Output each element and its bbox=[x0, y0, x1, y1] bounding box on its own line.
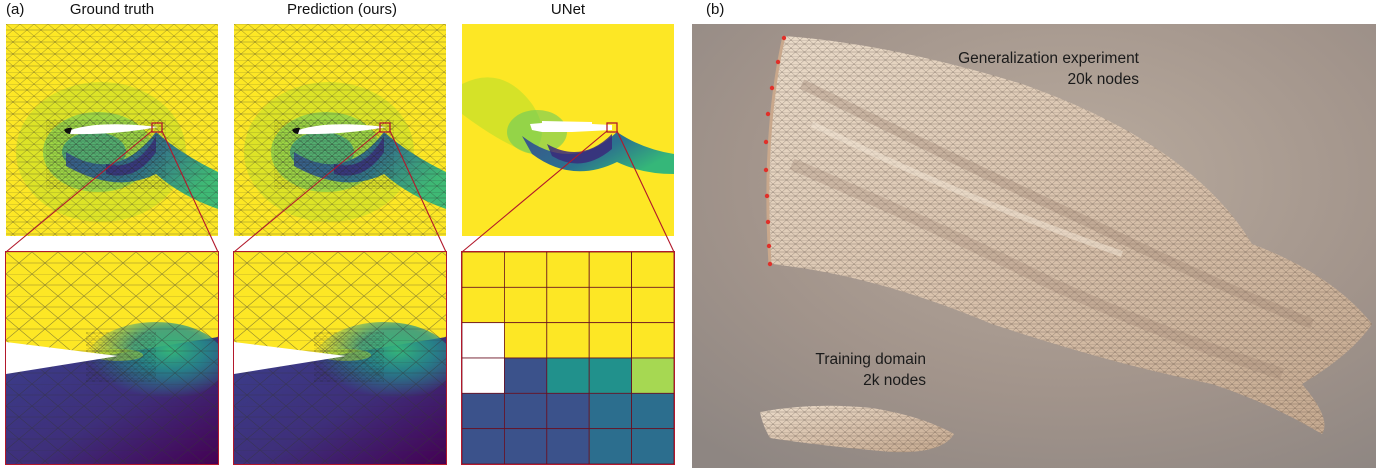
unet-grid-cell bbox=[588, 428, 632, 464]
unet-grid-cell bbox=[631, 286, 674, 324]
unet-grid-cell bbox=[588, 286, 632, 324]
unet-grid-cell bbox=[546, 357, 590, 394]
column-title-prediction: Prediction (ours) bbox=[286, 1, 398, 18]
unet-grid-cell bbox=[462, 252, 505, 288]
panel-a-tag: (a) bbox=[6, 1, 25, 18]
small-cloth bbox=[760, 405, 954, 453]
pinned-nodes bbox=[763, 35, 787, 267]
unet-grid-cell bbox=[588, 357, 632, 394]
cloth-photo: Generalization experiment 20k nodes Trai… bbox=[692, 24, 1376, 468]
unet-grid-cell bbox=[504, 322, 548, 359]
unet-grid-cell bbox=[631, 322, 674, 359]
prediction-zoom bbox=[233, 251, 447, 465]
large-cloth bbox=[766, 35, 1372, 434]
unet-grid-cell bbox=[504, 252, 548, 288]
small-cloth-caption-line1: Training domain bbox=[815, 351, 926, 368]
unet-grid-cell bbox=[462, 286, 505, 324]
column-title-ground-truth: Ground truth bbox=[69, 1, 155, 18]
unet-grid-cell bbox=[504, 392, 548, 430]
unet-grid-cell bbox=[588, 252, 632, 288]
unet-grid-cell bbox=[631, 252, 674, 288]
unet-field bbox=[462, 24, 674, 236]
large-cloth-caption-line2: 20k nodes bbox=[1067, 71, 1139, 88]
unet-grid-cell bbox=[504, 286, 548, 324]
large-cloth-caption-line1: Generalization experiment bbox=[958, 50, 1139, 67]
unet-grid-cell bbox=[588, 392, 632, 430]
unet-grid-cell bbox=[546, 252, 590, 288]
column-title-unet: UNet bbox=[550, 1, 586, 18]
unet-grid-cell bbox=[462, 357, 505, 394]
unet-grid-cell bbox=[462, 322, 505, 359]
small-cloth-caption-line2: 2k nodes bbox=[863, 372, 926, 389]
zoom-connectors bbox=[5, 130, 675, 253]
unet-grid-cell bbox=[546, 392, 590, 430]
unet-grid-cell bbox=[462, 392, 505, 430]
unet-grid-cell bbox=[462, 428, 505, 464]
ground-truth-zoom bbox=[5, 251, 219, 465]
unet-grid-cell bbox=[546, 428, 590, 464]
unet-grid-cell bbox=[631, 392, 674, 430]
small-cloth-caption: Training domain 2k nodes bbox=[815, 349, 926, 391]
unet-zoom-grid bbox=[462, 252, 674, 464]
unet-grid-cell bbox=[504, 428, 548, 464]
large-cloth-caption: Generalization experiment 20k nodes bbox=[958, 48, 1139, 90]
panel-b-tag: (b) bbox=[706, 1, 725, 18]
unet-grid-cell bbox=[546, 322, 590, 359]
ground-truth-field bbox=[6, 24, 218, 236]
unet-grid-cell bbox=[631, 357, 674, 394]
prediction-field bbox=[234, 24, 446, 236]
unet-grid-cell bbox=[588, 322, 632, 359]
unet-grid-cell bbox=[631, 428, 674, 464]
unet-grid-cell bbox=[546, 286, 590, 324]
unet-zoom bbox=[461, 251, 675, 465]
unet-grid-cell bbox=[504, 357, 548, 394]
